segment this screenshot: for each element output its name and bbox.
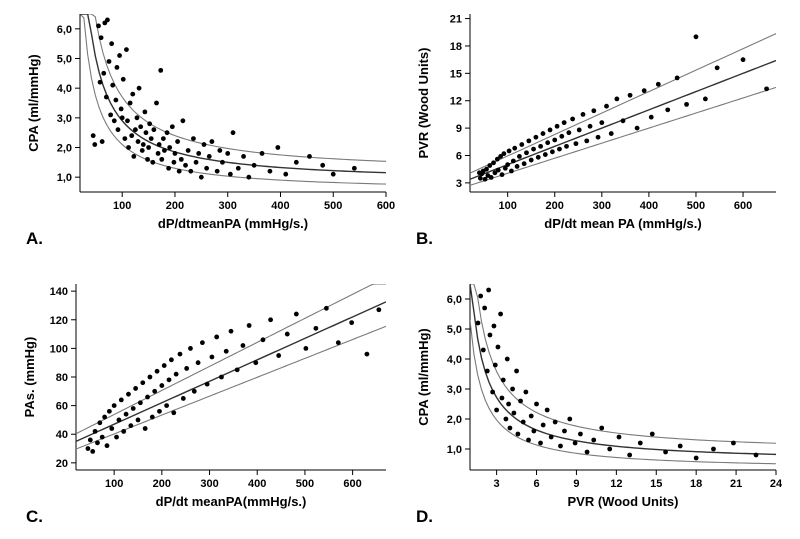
svg-text:80: 80	[56, 372, 68, 384]
svg-text:100: 100	[105, 478, 123, 490]
svg-text:12: 12	[610, 478, 622, 490]
svg-text:400: 400	[271, 200, 289, 212]
svg-text:60: 60	[56, 401, 68, 413]
y-axis-label: PAs. (mmHg)	[22, 337, 37, 418]
panel-label-D: D.	[416, 507, 433, 526]
svg-text:400: 400	[248, 478, 266, 490]
panel-label-B: B.	[416, 229, 433, 248]
panel-label-C: C.	[26, 507, 43, 526]
svg-text:600: 600	[734, 200, 752, 212]
svg-text:1,0: 1,0	[447, 444, 462, 456]
svg-text:3: 3	[494, 478, 500, 490]
svg-text:21: 21	[730, 478, 742, 490]
svg-text:300: 300	[593, 200, 611, 212]
svg-text:200: 200	[166, 200, 184, 212]
panel-label-A: A.	[26, 229, 43, 248]
svg-text:12: 12	[450, 96, 462, 108]
svg-text:5,0: 5,0	[447, 324, 462, 336]
svg-text:140: 140	[50, 286, 68, 298]
x-axis-label: dP/dtmeanPA (mmHg/s.)	[158, 216, 308, 231]
svg-text:2,0: 2,0	[57, 143, 72, 155]
svg-text:18: 18	[450, 41, 462, 53]
svg-text:15: 15	[450, 68, 462, 80]
svg-text:6,0: 6,0	[447, 294, 462, 306]
svg-text:100: 100	[498, 200, 516, 212]
svg-text:500: 500	[296, 478, 314, 490]
svg-text:40: 40	[56, 429, 68, 441]
svg-text:1,0: 1,0	[57, 172, 72, 184]
svg-text:6,0: 6,0	[57, 24, 72, 36]
svg-text:100: 100	[113, 200, 131, 212]
x-axis-label: dP/dt mean PA (mmHg/s.)	[544, 216, 701, 231]
svg-text:9: 9	[573, 478, 579, 490]
svg-text:600: 600	[343, 478, 361, 490]
y-axis-label: PVR (Wood Units)	[416, 48, 431, 159]
panel-A: 100 200 300 400 500 600 1,0 2,0 3,0 4,0 5,0 6,0 dP/d…	[18, 6, 398, 250]
svg-text:18: 18	[690, 478, 702, 490]
svg-text:2,0: 2,0	[447, 414, 462, 426]
svg-text:9: 9	[456, 123, 462, 135]
svg-text:3,0: 3,0	[447, 384, 462, 396]
panel-B: 100 200 300 400 500 600 3 6 9 12 15 18 21 dP/dt mean …	[408, 6, 788, 250]
svg-text:200: 200	[546, 200, 564, 212]
svg-text:500: 500	[687, 200, 705, 212]
svg-text:6: 6	[456, 150, 462, 162]
y-axis-label: CPA (ml/mmHg)	[416, 328, 431, 426]
x-axis-label: dP/dt meanPA(mmHg/s.)	[156, 494, 307, 509]
svg-text:3: 3	[456, 178, 462, 190]
svg-text:20: 20	[56, 458, 68, 470]
svg-text:300: 300	[219, 200, 237, 212]
y-axis-label: CPA (ml/mmHg)	[26, 54, 41, 152]
svg-text:24: 24	[770, 478, 783, 490]
panel-C: 100 200 300 400 500 600 20 40 60 80 100 120 140 dP/dt…	[18, 276, 398, 528]
svg-text:200: 200	[153, 478, 171, 490]
svg-text:120: 120	[50, 315, 68, 327]
svg-text:6: 6	[533, 478, 539, 490]
svg-text:15: 15	[650, 478, 662, 490]
svg-text:21: 21	[450, 14, 462, 26]
svg-text:400: 400	[640, 200, 658, 212]
svg-text:500: 500	[324, 200, 342, 212]
svg-text:300: 300	[200, 478, 218, 490]
svg-text:4,0: 4,0	[57, 83, 72, 95]
x-axis-label: PVR (Wood Units)	[568, 494, 679, 509]
svg-text:3,0: 3,0	[57, 113, 72, 125]
figure-4panel: 100 200 300 400 500 600 1,0 2,0 3,0 4,0 5,0 6,0 dP/d…	[0, 0, 800, 539]
panel-D: 3 6 9 12 15 18 21 24 1,0 2,0 3,0 4,0 5,0 6,0 PVR (Wood…	[408, 276, 788, 528]
svg-text:100: 100	[50, 343, 68, 355]
svg-text:4,0: 4,0	[447, 354, 462, 366]
svg-text:5,0: 5,0	[57, 54, 72, 66]
svg-text:600: 600	[377, 200, 395, 212]
